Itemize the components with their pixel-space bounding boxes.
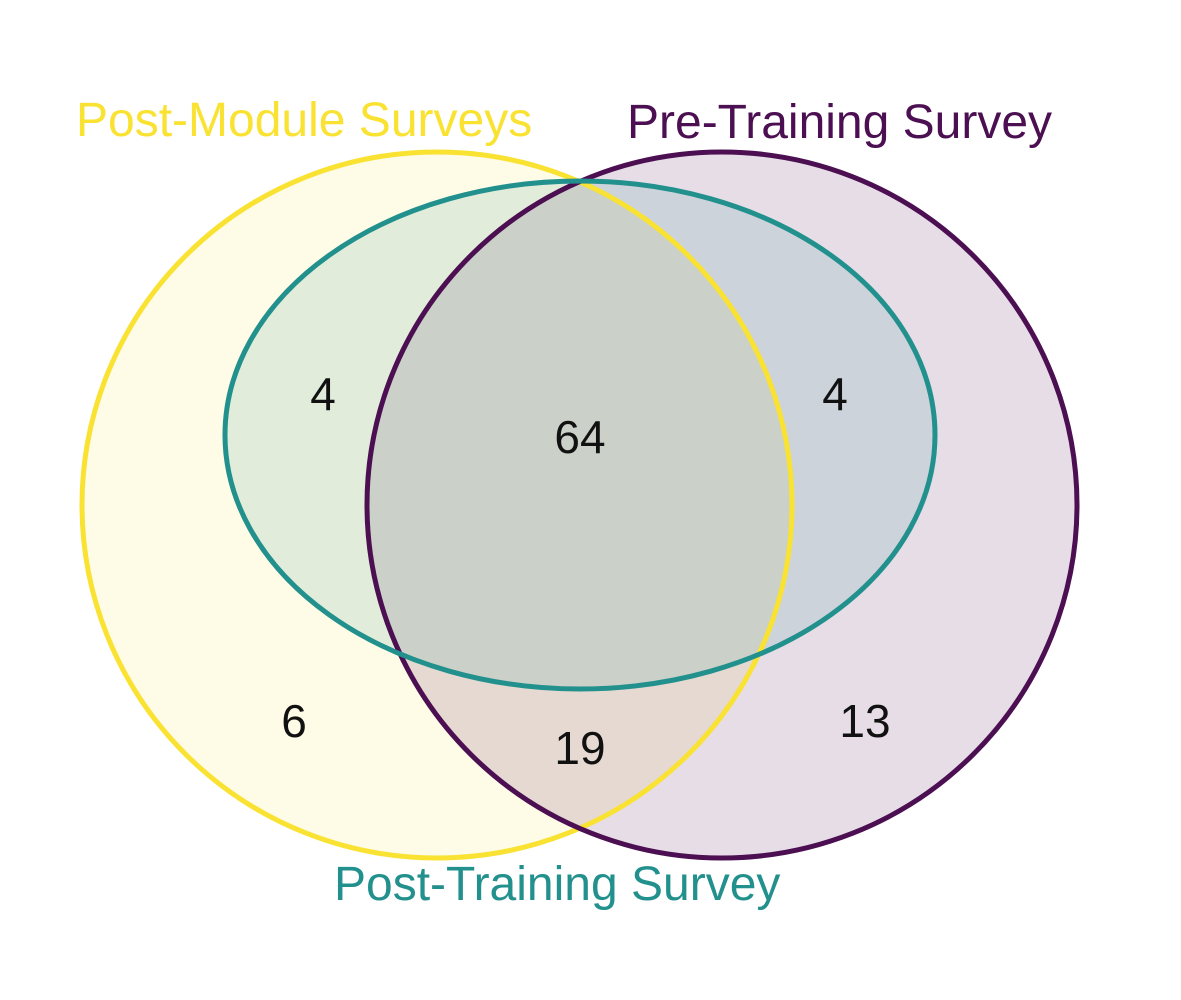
pre-training-and-post-training-count: 4: [822, 368, 848, 420]
post-module-only-count: 6: [281, 695, 307, 747]
post-module-surveys-label: Post-Module Surveys: [76, 94, 532, 147]
post-training-survey-outline: [222, 178, 938, 692]
pre-training-survey-label: Pre-Training Survey: [627, 96, 1052, 149]
pre-training-only-count: 13: [839, 695, 890, 747]
set-outlines: [79, 149, 1080, 861]
all-three-count: 64: [554, 411, 605, 463]
post-module-surveys-outline: [79, 149, 795, 861]
post-training-survey-label: Post-Training Survey: [334, 858, 780, 911]
post-module-and-pre-training-count: 19: [554, 722, 605, 774]
post-module-and-post-training-count: 4: [310, 368, 336, 420]
pre-training-survey-outline: [364, 149, 1080, 861]
post-training-survey-fill: [225, 181, 935, 689]
